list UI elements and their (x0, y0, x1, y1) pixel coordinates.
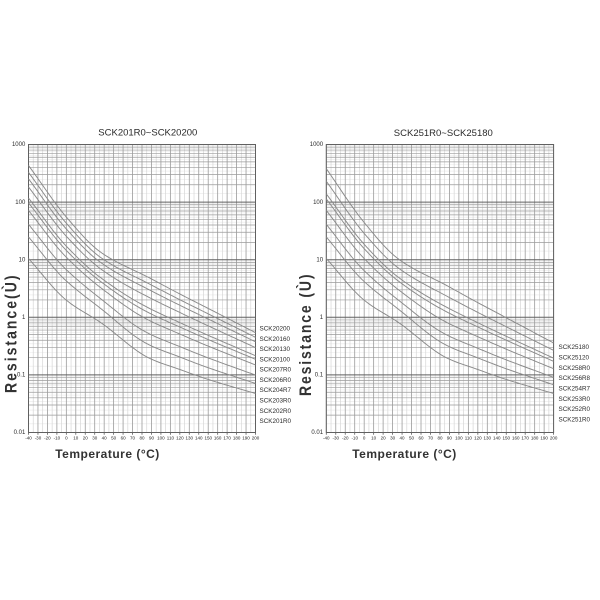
svg-text:Temperature (°C): Temperature (°C) (55, 447, 160, 461)
svg-text:1: 1 (320, 315, 324, 321)
svg-text:-20: -20 (44, 436, 51, 441)
svg-text:100: 100 (157, 436, 165, 441)
svg-text:-10: -10 (54, 436, 61, 441)
svg-text:SCK25180: SCK25180 (559, 344, 590, 351)
svg-text:40: 40 (400, 436, 406, 441)
svg-text:0.01: 0.01 (14, 430, 26, 436)
svg-text:10: 10 (371, 436, 377, 441)
svg-text:SCK20200: SCK20200 (260, 326, 291, 333)
svg-text:60: 60 (419, 436, 425, 441)
svg-text:50: 50 (111, 436, 117, 441)
svg-text:-20: -20 (342, 436, 349, 441)
svg-text:SCK254R7: SCK254R7 (559, 386, 591, 393)
svg-text:Resistance (Ù): Resistance (Ù) (296, 275, 316, 397)
svg-text:10: 10 (316, 257, 323, 263)
svg-text:40: 40 (102, 436, 108, 441)
svg-text:SCK251R0~SCK25180: SCK251R0~SCK25180 (394, 128, 493, 139)
svg-text:20: 20 (83, 436, 89, 441)
svg-text:10: 10 (73, 436, 79, 441)
svg-text:30: 30 (390, 436, 396, 441)
svg-text:110: 110 (167, 436, 175, 441)
svg-text:120: 120 (474, 436, 482, 441)
svg-text:SCK253R0: SCK253R0 (559, 396, 591, 403)
svg-text:Temperature (°C): Temperature (°C) (352, 447, 457, 461)
svg-text:170: 170 (521, 436, 529, 441)
svg-text:-30: -30 (333, 436, 340, 441)
svg-text:90: 90 (149, 436, 155, 441)
svg-text:150: 150 (204, 436, 212, 441)
svg-text:160: 160 (214, 436, 222, 441)
svg-text:1: 1 (22, 315, 26, 321)
svg-text:SCK201R0: SCK201R0 (260, 418, 292, 425)
svg-text:0.01: 0.01 (311, 430, 323, 436)
svg-text:SCK256R8: SCK256R8 (559, 375, 591, 382)
svg-text:SCK207R0: SCK207R0 (260, 367, 292, 374)
svg-text:SCK203R0: SCK203R0 (260, 398, 292, 405)
svg-text:100: 100 (15, 200, 26, 206)
svg-text:60: 60 (121, 436, 127, 441)
svg-text:50: 50 (409, 436, 415, 441)
svg-text:190: 190 (242, 436, 250, 441)
svg-text:0.1: 0.1 (315, 373, 324, 379)
svg-text:80: 80 (139, 436, 145, 441)
svg-text:SCK20160: SCK20160 (260, 336, 291, 343)
svg-text:0: 0 (363, 436, 366, 441)
svg-text:180: 180 (233, 436, 241, 441)
svg-text:130: 130 (484, 436, 492, 441)
svg-text:70: 70 (130, 436, 136, 441)
svg-text:SCK25120: SCK25120 (559, 354, 590, 361)
svg-text:190: 190 (540, 436, 548, 441)
svg-text:SCK206R0: SCK206R0 (260, 377, 292, 384)
svg-text:180: 180 (531, 436, 539, 441)
svg-text:1000: 1000 (12, 142, 26, 148)
svg-text:Resistance(Ù): Resistance(Ù) (1, 276, 21, 394)
svg-text:200: 200 (550, 436, 558, 441)
svg-text:SCK20100: SCK20100 (260, 356, 291, 363)
svg-text:-40: -40 (25, 436, 32, 441)
svg-text:150: 150 (502, 436, 510, 441)
svg-text:0: 0 (65, 436, 68, 441)
svg-text:-30: -30 (35, 436, 42, 441)
svg-text:SCK201R0~SCK20200: SCK201R0~SCK20200 (98, 128, 197, 139)
svg-text:SCK252R0: SCK252R0 (559, 406, 591, 413)
svg-text:SCK202R0: SCK202R0 (260, 408, 292, 415)
svg-text:110: 110 (465, 436, 473, 441)
svg-text:SCK258R0: SCK258R0 (559, 365, 591, 372)
svg-text:170: 170 (223, 436, 231, 441)
svg-text:SCK20130: SCK20130 (260, 346, 291, 353)
svg-text:160: 160 (512, 436, 520, 441)
svg-text:20: 20 (381, 436, 387, 441)
svg-text:140: 140 (195, 436, 203, 441)
svg-text:200: 200 (252, 436, 260, 441)
svg-text:-40: -40 (323, 436, 330, 441)
svg-text:10: 10 (19, 257, 26, 263)
svg-text:-10: -10 (351, 436, 358, 441)
svg-text:140: 140 (493, 436, 501, 441)
svg-text:80: 80 (437, 436, 443, 441)
svg-text:100: 100 (313, 200, 324, 206)
svg-text:100: 100 (455, 436, 463, 441)
svg-text:0.1: 0.1 (17, 373, 26, 379)
svg-text:30: 30 (92, 436, 98, 441)
svg-text:130: 130 (186, 436, 194, 441)
svg-text:1000: 1000 (310, 142, 324, 148)
svg-text:90: 90 (447, 436, 453, 441)
svg-text:120: 120 (176, 436, 184, 441)
svg-text:SCK251R0: SCK251R0 (559, 417, 591, 424)
svg-text:SCK204R7: SCK204R7 (260, 387, 292, 394)
svg-text:70: 70 (428, 436, 434, 441)
